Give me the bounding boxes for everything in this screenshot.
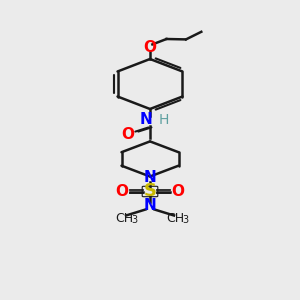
Text: N: N <box>144 170 156 185</box>
Text: S: S <box>143 182 157 200</box>
Text: H: H <box>158 113 169 127</box>
FancyBboxPatch shape <box>142 186 158 197</box>
Text: 3: 3 <box>182 215 188 225</box>
Text: N: N <box>140 112 153 128</box>
Text: O: O <box>171 184 184 199</box>
Text: O: O <box>121 127 134 142</box>
Text: 3: 3 <box>131 215 137 225</box>
Text: N: N <box>144 198 156 213</box>
Text: CH: CH <box>116 212 134 225</box>
Text: O: O <box>116 184 129 199</box>
Text: CH: CH <box>167 212 184 225</box>
Text: O: O <box>143 40 157 56</box>
